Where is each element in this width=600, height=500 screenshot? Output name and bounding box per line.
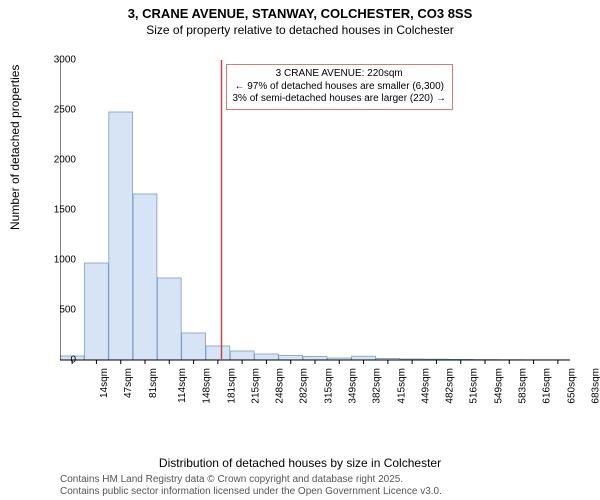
- x-tick-label: 683sqm: [590, 368, 600, 404]
- chart-title: 3, CRANE AVENUE, STANWAY, COLCHESTER, CO…: [0, 0, 600, 21]
- x-tick-label: 549sqm: [493, 368, 504, 404]
- x-tick-label: 415sqm: [396, 368, 407, 404]
- annotation-line: 3 CRANE AVENUE: 220sqm: [233, 68, 446, 81]
- x-tick-label: 650sqm: [566, 368, 577, 404]
- y-tick-label: 1500: [54, 205, 76, 216]
- x-axis-label: Distribution of detached houses by size …: [0, 456, 600, 470]
- y-tick-label: 3000: [54, 55, 76, 66]
- y-tick-label: 1000: [54, 255, 76, 266]
- x-tick-label: 114sqm: [177, 368, 188, 403]
- x-tick-label: 47sqm: [123, 368, 134, 398]
- x-tick-label: 315sqm: [323, 368, 334, 404]
- x-tick-label: 349sqm: [348, 368, 359, 404]
- footer: Contains HM Land Registry data © Crown c…: [60, 474, 442, 498]
- annotation-line: ← 97% of detached houses are smaller (6,…: [233, 81, 446, 94]
- footer-line-1: Contains HM Land Registry data © Crown c…: [60, 474, 442, 486]
- annotation-box: 3 CRANE AVENUE: 220sqm← 97% of detached …: [226, 64, 453, 110]
- x-tick-label: 583sqm: [518, 368, 529, 404]
- x-tick-label: 148sqm: [202, 368, 213, 404]
- annotation-line: 3% of semi-detached houses are larger (2…: [233, 93, 446, 106]
- x-tick-label: 81sqm: [148, 368, 159, 398]
- x-tick-label: 14sqm: [99, 368, 110, 398]
- x-tick-label: 382sqm: [372, 368, 383, 404]
- footer-line-2: Contains public sector information licen…: [60, 486, 442, 498]
- x-tick-label: 248sqm: [275, 368, 286, 404]
- y-tick-label: 2500: [54, 105, 76, 116]
- chart-subtitle: Size of property relative to detached ho…: [0, 21, 600, 37]
- x-tick-label: 215sqm: [250, 368, 261, 404]
- x-tick-label: 181sqm: [226, 368, 237, 404]
- y-tick-label: 0: [70, 355, 76, 366]
- y-tick-label: 500: [59, 305, 76, 316]
- x-tick-label: 282sqm: [299, 368, 310, 404]
- x-tick-label: 449sqm: [420, 368, 431, 404]
- y-tick-label: 2000: [54, 155, 76, 166]
- y-axis-label: Number of detached properties: [8, 65, 22, 230]
- x-tick-label: 482sqm: [445, 368, 456, 404]
- x-tick-label: 516sqm: [469, 368, 480, 404]
- x-tick-label: 616sqm: [542, 368, 553, 404]
